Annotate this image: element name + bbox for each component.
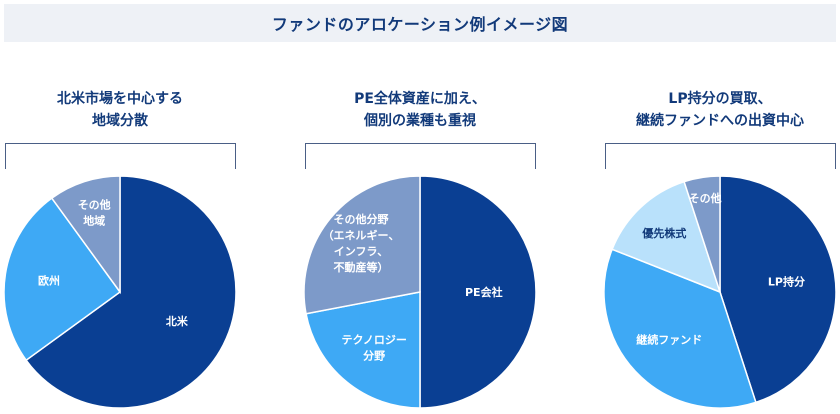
pie-3-slice-1 bbox=[719, 175, 837, 404]
chart-1-subtitle-line-2: 地域分散 bbox=[92, 113, 148, 129]
chart-1-subtitle: 北米市場を中心する 地域分散 bbox=[0, 88, 240, 132]
pie-1-slice-2 bbox=[3, 197, 122, 362]
pie-3-slice-2-label: 継続ファンド bbox=[636, 333, 702, 347]
pie-3-slice-4-label: その他 bbox=[689, 191, 722, 205]
chart-3-bracket bbox=[605, 143, 836, 169]
chart-2-subtitle: PE全体資産に加え、 個別の業種も重視 bbox=[300, 88, 540, 132]
chart-1-subtitle-line-1: 北米市場を中心する bbox=[57, 91, 183, 107]
pie-1-slice-1-label: 北米 bbox=[166, 314, 189, 328]
pie-1-slice-3-label: その他地域 bbox=[78, 198, 111, 228]
pie-2-slice-3 bbox=[303, 175, 421, 315]
pie-2-slice-1-label: PE会社 bbox=[465, 285, 503, 299]
chart-2-bracket bbox=[305, 143, 536, 169]
pie-3-slice-1-label: LP持分 bbox=[768, 274, 805, 288]
pie-1-slice-1 bbox=[25, 175, 237, 409]
pie-2-slice-2-label: テクノロジー分野 bbox=[341, 333, 406, 362]
chart-1-bracket bbox=[5, 143, 236, 169]
pie-1-slice-3 bbox=[50, 175, 121, 295]
pie-2-slice-2 bbox=[305, 291, 421, 409]
pie-1-slice-2-label: 欧州 bbox=[38, 274, 60, 288]
pie-3-slice-2 bbox=[603, 248, 757, 409]
chart-2-subtitle-line-1: PE全体資産に加え、 bbox=[354, 91, 486, 107]
pie-chart-1: 北米 欧州 その他地域 bbox=[3, 175, 237, 409]
chart-3-subtitle-line-1: LP持分の買取、 bbox=[668, 91, 772, 107]
pie-3-slice-4 bbox=[683, 175, 721, 293]
chart-2-subtitle-line-2: 個別の業種も重視 bbox=[364, 113, 476, 129]
pie-3-slice-3-label: 優先株式 bbox=[641, 226, 686, 240]
chart-3-subtitle: LP持分の買取、 継続ファンドへの出資中心 bbox=[600, 88, 840, 132]
pie-2-slice-3-label: その他分野（エネルギー、インフラ、不動産等） bbox=[323, 212, 400, 274]
pie-2-slice-1 bbox=[419, 175, 537, 409]
chart-3-subtitle-line-2: 継続ファンドへの出資中心 bbox=[636, 113, 804, 129]
title-bar: ファンドのアロケーション例イメージ図 bbox=[4, 4, 836, 42]
page-title: ファンドのアロケーション例イメージ図 bbox=[271, 15, 569, 34]
